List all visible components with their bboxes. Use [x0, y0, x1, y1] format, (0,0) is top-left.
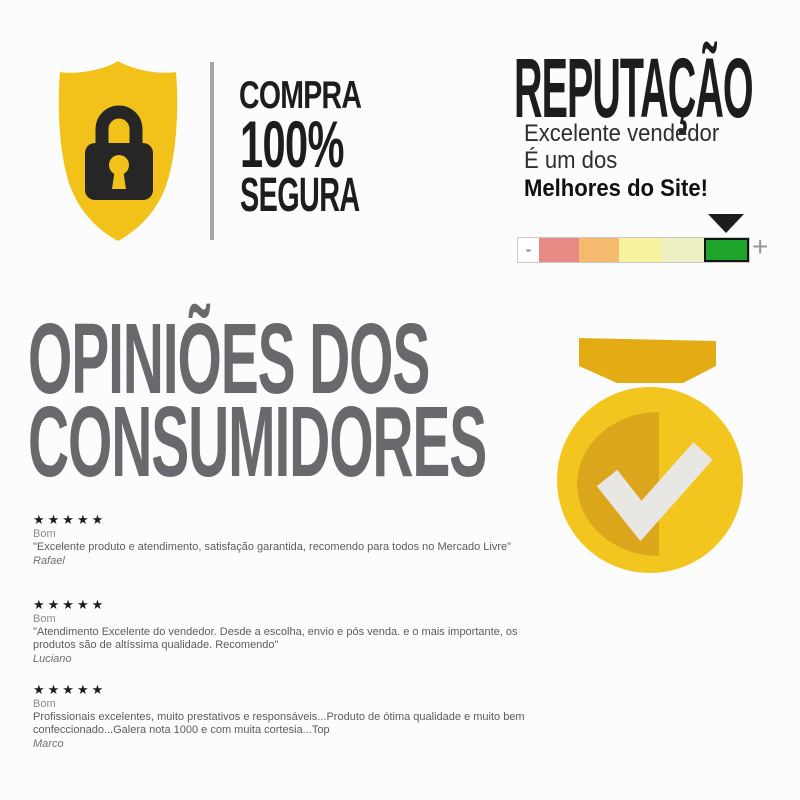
- reputation-subtitle-1: Excelente vendedor: [524, 120, 720, 147]
- medal-checkmark-icon: [596, 442, 713, 542]
- shield-lock-icon: [58, 61, 178, 241]
- reputation-level-1: [539, 238, 579, 262]
- reputation-level-2: [579, 238, 619, 262]
- star-rating: ★★★★★: [33, 597, 107, 612]
- review-author: Rafael: [33, 555, 65, 567]
- review-rating-label: Bom: [33, 528, 56, 540]
- review-author: Luciano: [33, 653, 72, 665]
- review-item: ★★★★★ Bom Profissionais excelentes, muit…: [33, 683, 533, 751]
- opinions-heading-line1: OPINIÕES DOS: [28, 303, 430, 415]
- star-rating: ★★★★★: [33, 682, 107, 697]
- vertical-divider: [210, 62, 214, 240]
- review-rating-label: Bom: [33, 613, 56, 625]
- review-item: ★★★★★ Bom "Excelente produto e atendimen…: [33, 513, 533, 568]
- reputation-subtitle-2: É um dos: [524, 147, 618, 174]
- opinions-heading-line2: CONSUMIDORES: [28, 386, 487, 498]
- secure-title-line2: 100%: [240, 107, 344, 181]
- reputation-level-3: [619, 238, 661, 262]
- opinions-heading: OPINIÕES DOS CONSUMIDORES: [28, 309, 487, 492]
- keyhole-stem: [112, 169, 126, 189]
- reputation-scale: -: [517, 237, 750, 263]
- secure-title-line3: SEGURA: [240, 169, 360, 222]
- reputation-level-4: [661, 238, 704, 262]
- medal-ribbon: [579, 338, 716, 383]
- secure-title-line1: COMPRA: [239, 74, 362, 117]
- review-author: Marco: [33, 738, 64, 750]
- review-quote: "Atendimento Excelente do vendedor. Desd…: [33, 626, 518, 651]
- reputation-level-5-active: [704, 238, 749, 262]
- star-rating: ★★★★★: [33, 512, 107, 527]
- reputation-title: REPUTAÇÃO: [514, 41, 754, 135]
- reputation-scale-plus: +: [752, 231, 769, 262]
- review-rating-label: Bom: [33, 698, 56, 710]
- reputation-scale-minus: -: [518, 238, 539, 262]
- padlock-shackle: [95, 105, 143, 147]
- review-item: ★★★★★ Bom "Atendimento Excelente do vend…: [33, 598, 533, 666]
- keyhole: [109, 155, 129, 175]
- reputation-subtitle-3: Melhores do Site!: [524, 175, 709, 202]
- gold-medal-icon: [557, 338, 743, 573]
- review-quote: "Excelente produto e atendimento, satisf…: [33, 541, 512, 553]
- review-quote: Profissionais excelentes, muito prestati…: [33, 711, 525, 736]
- reputation-pointer-icon: [708, 214, 744, 233]
